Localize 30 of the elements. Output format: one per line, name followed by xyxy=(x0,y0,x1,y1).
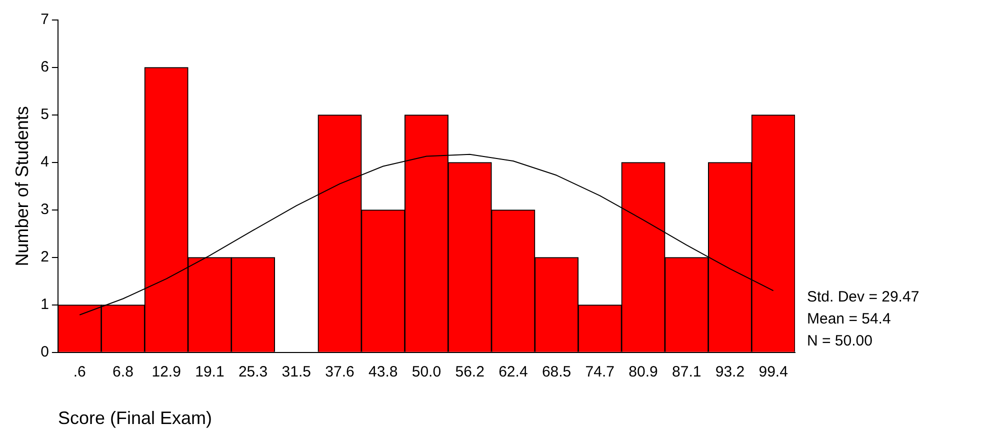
y-axis-title: Number of Students xyxy=(12,106,32,266)
y-tick-label: 0 xyxy=(40,344,49,361)
y-tick-label: 2 xyxy=(40,248,49,266)
y-tick-label: 1 xyxy=(40,296,49,314)
y-tick-label: 3 xyxy=(40,201,49,218)
x-tick-label: 50.0 xyxy=(412,364,442,381)
x-tick-label: 87.1 xyxy=(672,364,702,381)
x-tick-label: 56.2 xyxy=(455,364,484,381)
x-tick-label: 68.5 xyxy=(542,364,572,381)
x-tick-label: 99.4 xyxy=(758,364,788,381)
x-tick-label: 6.8 xyxy=(112,364,134,381)
text: Mean = 54.4 xyxy=(807,310,891,328)
x-tick-label: 37.6 xyxy=(325,364,354,381)
x-tick-label: 12.9 xyxy=(152,364,181,381)
x-tick-label: 74.7 xyxy=(585,364,614,381)
x-tick-label: 43.8 xyxy=(368,364,398,381)
x-tick-label: 80.9 xyxy=(628,364,658,381)
text: N = 50.00 xyxy=(807,332,872,350)
y-tick-label: 5 xyxy=(40,106,49,124)
x-tick-label: 31.5 xyxy=(282,364,312,381)
x-tick-label: 19.1 xyxy=(195,364,224,381)
y-tick-label: 6 xyxy=(40,58,49,76)
x-tick-label: 62.4 xyxy=(498,364,528,381)
text: Std. Dev = 29.47 xyxy=(807,288,920,306)
x-tick-label: 25.3 xyxy=(238,364,268,381)
y-tick-label: 4 xyxy=(40,154,49,171)
y-tick-label: 7 xyxy=(40,11,49,28)
x-tick-label: 93.2 xyxy=(715,364,745,381)
x-axis-title: Score (Final Exam) xyxy=(58,408,212,428)
x-tick-label: .6 xyxy=(73,364,86,381)
